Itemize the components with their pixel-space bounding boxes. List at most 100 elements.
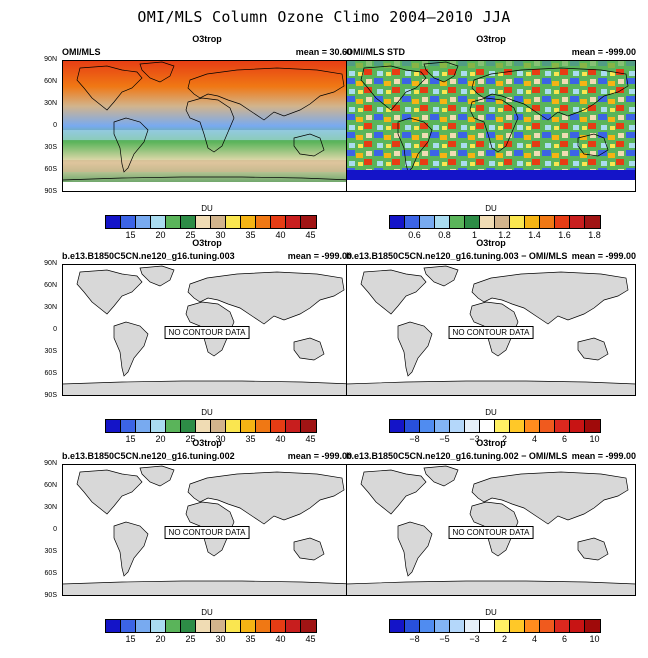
colorbar-swatch xyxy=(136,216,151,228)
colorbar-swatch xyxy=(465,216,480,228)
colorbar-tick-label: 10 xyxy=(589,634,600,644)
colorbar-tick-label: 6 xyxy=(561,434,568,444)
no-contour-data-label: NO CONTOUR DATA xyxy=(448,526,534,539)
colorbar-ticks: −8 −5 −3 2 4 6 10 xyxy=(389,434,599,444)
colorbar-tick-label: −5 xyxy=(439,634,450,644)
lat-label: 30N xyxy=(44,304,57,311)
colorbar-swatch xyxy=(241,216,256,228)
colorbar-swatch xyxy=(510,216,525,228)
no-contour-data-label: NO CONTOUR DATA xyxy=(164,326,250,339)
lat-label: 0 xyxy=(53,526,57,533)
colorbar-swatch xyxy=(136,620,151,632)
colorbar xyxy=(389,619,601,633)
units-label: DU xyxy=(201,408,213,417)
colorbar-tick-label: 15 xyxy=(125,634,136,644)
colorbar-tick-label: 30 xyxy=(215,434,226,444)
colorbar-tick-label: 25 xyxy=(185,634,196,644)
colorbar-tick-label: −3 xyxy=(469,634,480,644)
panel-tuning-003-diff: O3trop b.e13.B1850C5CN.ne120_g16.tuning.… xyxy=(346,238,636,458)
colorbar-swatch xyxy=(106,216,121,228)
colorbar-swatch xyxy=(450,216,465,228)
colorbar-tick-label: 15 xyxy=(125,230,136,240)
colorbar-swatch xyxy=(241,420,256,432)
lat-label: 30N xyxy=(44,100,57,107)
colorbar-tick-label: 0.6 xyxy=(408,230,421,240)
colorbar-swatch xyxy=(495,216,510,228)
colorbar-ticks: 15 20 25 30 35 40 45 xyxy=(105,634,315,644)
colorbar-swatch xyxy=(480,420,495,432)
colorbar-swatch xyxy=(465,420,480,432)
colorbar-swatch xyxy=(585,620,600,632)
colorbar-swatch xyxy=(181,216,196,228)
map-plot xyxy=(62,60,352,192)
colorbar-swatch xyxy=(390,420,405,432)
colorbar-tick-label: 4 xyxy=(531,434,538,444)
colorbar-swatch xyxy=(405,620,420,632)
colorbar-swatch xyxy=(256,420,271,432)
colorbar-tick-label: 1.2 xyxy=(498,230,511,240)
map-plot: NO CONTOUR DATA xyxy=(62,464,352,596)
colorbar-swatch xyxy=(271,420,286,432)
panel-omi-mls: O3trop OMI/MLS mean = 30.60 90N 60N 30N … xyxy=(44,34,352,254)
colorbar-swatch xyxy=(450,420,465,432)
panel-mean-label: mean = -999.00 xyxy=(571,451,636,461)
colorbar-swatch xyxy=(480,620,495,632)
colorbar-ticks: 15 20 25 30 35 40 45 xyxy=(105,434,315,444)
colorbar xyxy=(105,619,317,633)
colorbar-tick-label: −8 xyxy=(409,634,420,644)
colorbar-swatch xyxy=(495,420,510,432)
lat-label: 30N xyxy=(44,504,57,511)
panel-title: O3trop xyxy=(476,34,506,44)
colorbar-tick-label: 20 xyxy=(155,434,166,444)
colorbar-ticks: −8 −5 −3 2 4 6 10 xyxy=(389,634,599,644)
lat-label: 30S xyxy=(44,548,57,555)
panel-omi-mls-std: O3trop OMI/MLS STD mean = -999.00 DU 0.6… xyxy=(346,34,636,254)
units-label: DU xyxy=(485,608,497,617)
colorbar-tick-label: 35 xyxy=(245,230,256,240)
colorbar-tick-label: 15 xyxy=(125,434,136,444)
lat-label: 0 xyxy=(53,326,57,333)
colorbar-swatch xyxy=(525,620,540,632)
colorbar-swatch xyxy=(226,620,241,632)
lat-label: 60N xyxy=(44,282,57,289)
colorbar-swatch xyxy=(121,420,136,432)
colorbar-swatch xyxy=(510,620,525,632)
colorbar-tick-label: 45 xyxy=(305,230,316,240)
lat-label: 60S xyxy=(44,370,57,377)
colorbar-swatch xyxy=(570,420,585,432)
no-contour-data-label: NO CONTOUR DATA xyxy=(448,326,534,339)
colorbar-swatch xyxy=(151,216,166,228)
colorbar-swatch xyxy=(226,216,241,228)
colorbar-tick-label: 2 xyxy=(501,634,508,644)
colorbar-swatch xyxy=(540,620,555,632)
map-plot: NO CONTOUR DATA xyxy=(346,264,636,396)
lat-label: 0 xyxy=(53,122,57,129)
colorbar-swatch xyxy=(480,216,495,228)
panel-mean-label: mean = -999.00 xyxy=(287,251,352,261)
panel-title: O3trop xyxy=(476,238,506,248)
units-label: DU xyxy=(201,204,213,213)
colorbar-swatch xyxy=(405,420,420,432)
panel-tuning-002-diff: O3trop b.e13.B1850C5CN.ne120_g16.tuning.… xyxy=(346,438,636,658)
colorbar-swatch xyxy=(510,420,525,432)
colorbar-tick-label: 40 xyxy=(275,634,286,644)
panel-case-label: b.e13.B1850C5CN.ne120_g16.tuning.002 xyxy=(62,451,235,461)
colorbar-swatch xyxy=(555,620,570,632)
colorbar-tick-label: 35 xyxy=(245,634,256,644)
colorbar-swatch xyxy=(286,420,301,432)
colorbar-swatch xyxy=(166,216,181,228)
colorbar-tick-label: 1 xyxy=(471,230,478,240)
lat-label: 60S xyxy=(44,166,57,173)
colorbar-swatch xyxy=(390,216,405,228)
panel-mean-label: mean = -999.00 xyxy=(571,251,636,261)
colorbar-tick-label: 30 xyxy=(215,634,226,644)
colorbar-swatch xyxy=(256,620,271,632)
colorbar-tick-label: 30 xyxy=(215,230,226,240)
colorbar-swatch xyxy=(286,620,301,632)
colorbar-swatch xyxy=(495,620,510,632)
colorbar-swatch xyxy=(301,620,316,632)
colorbar-swatch xyxy=(226,420,241,432)
units-label: DU xyxy=(485,204,497,213)
colorbar-tick-label: 2 xyxy=(501,434,508,444)
colorbar-tick-label: 45 xyxy=(305,434,316,444)
